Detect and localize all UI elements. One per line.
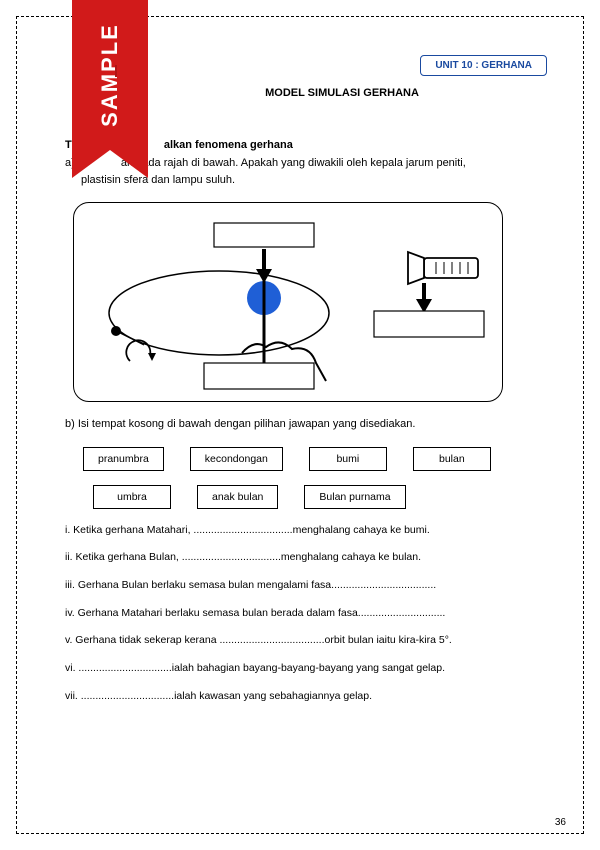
fill-item-1: i. Ketika gerhana Matahari, ............…: [65, 523, 559, 538]
fill-item-2: ii. Ketika gerhana Bulan, ..............…: [65, 550, 559, 565]
option-umbra: umbra: [93, 485, 171, 509]
option-row-1: pranumbra kecondongan bumi bulan: [83, 447, 559, 471]
option-anak-bulan: anak bulan: [197, 485, 278, 509]
option-bulan: bulan: [413, 447, 491, 471]
fill-item-7: vii. ................................ial…: [65, 689, 559, 704]
option-row-2: umbra anak bulan Bulan purnama: [93, 485, 559, 509]
part-b-instruction: b) Isi tempat kosong di bawah dengan pil…: [65, 416, 559, 433]
sample-ribbon: SAMPLE: [72, 0, 148, 180]
ribbon-text: SAMPLE: [97, 23, 123, 127]
fill-item-5: v. Gerhana tidak sekerap kerana ........…: [65, 633, 559, 648]
eclipse-model-diagram: [73, 202, 503, 402]
objective-suffix: alkan fenomena gerhana: [164, 139, 293, 151]
unit-badge: UNIT 10 : GERHANA: [420, 55, 547, 76]
option-bulan-purnama: Bulan purnama: [304, 485, 405, 509]
ribbon-subtext: [115, 65, 117, 77]
option-bumi: bumi: [309, 447, 387, 471]
fill-item-4: iv. Gerhana Matahari berlaku semasa bula…: [65, 606, 559, 621]
objective-prefix: T: [65, 139, 72, 151]
instruction-a-line1: an pada rajah di bawah. Apakah yang diwa…: [121, 157, 466, 169]
worksheet-title: MODEL SIMULASI GERHANA: [125, 87, 559, 99]
option-kecondongan: kecondongan: [190, 447, 283, 471]
option-pranumbra: pranumbra: [83, 447, 164, 471]
fill-in-list: i. Ketika gerhana Matahari, ............…: [65, 523, 559, 704]
fill-item-6: vi. ................................iala…: [65, 661, 559, 676]
diagram-svg: [74, 203, 504, 403]
page-number: 36: [555, 817, 566, 828]
fill-item-3: iii. Gerhana Bulan berlaku semasa bulan …: [65, 578, 559, 593]
